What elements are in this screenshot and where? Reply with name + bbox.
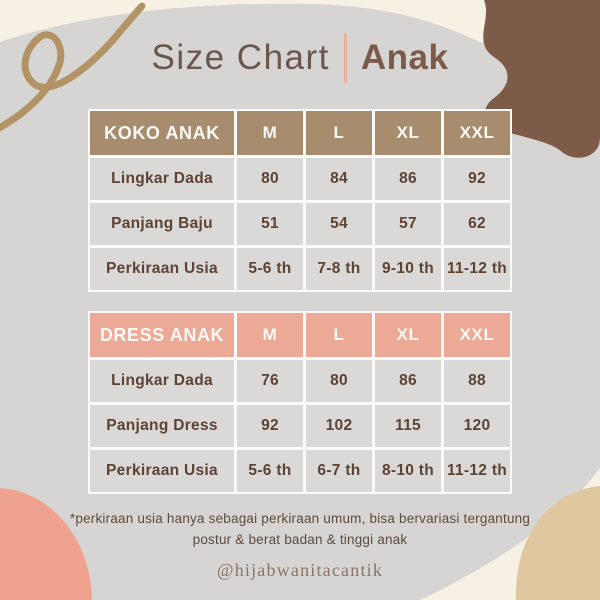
value-cell: 86 xyxy=(375,158,441,200)
size-column-header: L xyxy=(306,111,372,155)
value-cell: 80 xyxy=(237,158,303,200)
value-cell: 92 xyxy=(237,405,303,447)
value-cell: 76 xyxy=(237,360,303,402)
value-cell: 54 xyxy=(306,203,372,245)
footnote-line-2: postur & berat badan & tinggi anak xyxy=(192,531,408,547)
row-label: Lingkar Dada xyxy=(90,158,234,200)
value-cell: 102 xyxy=(306,405,372,447)
footnote-line-1: *perkiraan usia hanya sebagai perkiraan … xyxy=(69,511,531,526)
value-cell: 11-12 th xyxy=(444,248,510,290)
tables-section: KOKO ANAK M L XL XXL Lingkar Dada 80 84 86 92 Panj… xyxy=(88,84,512,494)
row-label: Perkiraan Usia xyxy=(90,450,234,492)
table-header-title: KOKO ANAK xyxy=(90,111,234,155)
value-cell: 120 xyxy=(444,405,510,447)
size-column-header: XXL xyxy=(444,111,510,155)
squiggle-line-icon xyxy=(0,2,146,132)
salmon-blob xyxy=(0,488,92,600)
social-handle: @hijabwanitacantik xyxy=(216,559,384,580)
value-cell: 57 xyxy=(375,203,441,245)
size-column-header: L xyxy=(306,313,372,357)
value-cell: 11-12 th xyxy=(444,450,510,492)
row-label: Lingkar Dada xyxy=(90,360,234,402)
row-label: Panjang Baju xyxy=(90,203,234,245)
value-cell: 86 xyxy=(375,360,441,402)
table-header-title: DRESS ANAK xyxy=(90,313,234,357)
value-cell: 80 xyxy=(306,360,372,402)
title-size-chart: Size Chart xyxy=(151,38,330,77)
row-label: Panjang Dress xyxy=(90,405,234,447)
title-anak: Anak xyxy=(360,38,449,77)
tan-blob xyxy=(515,486,600,600)
value-cell: 62 xyxy=(444,203,510,245)
value-cell: 92 xyxy=(444,158,510,200)
koko-anak-table: KOKO ANAK M L XL XXL Lingkar Dada 80 84 86 92 Panj… xyxy=(88,109,512,292)
value-cell: 84 xyxy=(306,158,372,200)
page-title: Size Chart Anak xyxy=(152,32,449,84)
size-column-header: XL xyxy=(375,313,441,357)
value-cell: 51 xyxy=(237,203,303,245)
title-divider xyxy=(343,33,347,83)
value-cell: 6-7 th xyxy=(306,450,372,492)
value-cell: 5-6 th xyxy=(237,248,303,290)
dress-anak-table: DRESS ANAK M L XL XXL Lingkar Dada 76 80 86 88 Pan… xyxy=(88,311,512,494)
footnote: *perkiraan usia hanya sebagai perkiraan … xyxy=(70,509,530,551)
value-cell: 8-10 th xyxy=(375,450,441,492)
size-column-header: XL xyxy=(375,111,441,155)
value-cell: 7-8 th xyxy=(306,248,372,290)
value-cell: 88 xyxy=(444,360,510,402)
value-cell: 5-6 th xyxy=(237,450,303,492)
size-column-header: M xyxy=(237,313,303,357)
value-cell: 115 xyxy=(375,405,441,447)
value-cell: 9-10 th xyxy=(375,248,441,290)
brown-blob xyxy=(483,0,600,158)
size-column-header: M xyxy=(237,111,303,155)
row-label: Perkiraan Usia xyxy=(90,248,234,290)
size-column-header: XXL xyxy=(444,313,510,357)
